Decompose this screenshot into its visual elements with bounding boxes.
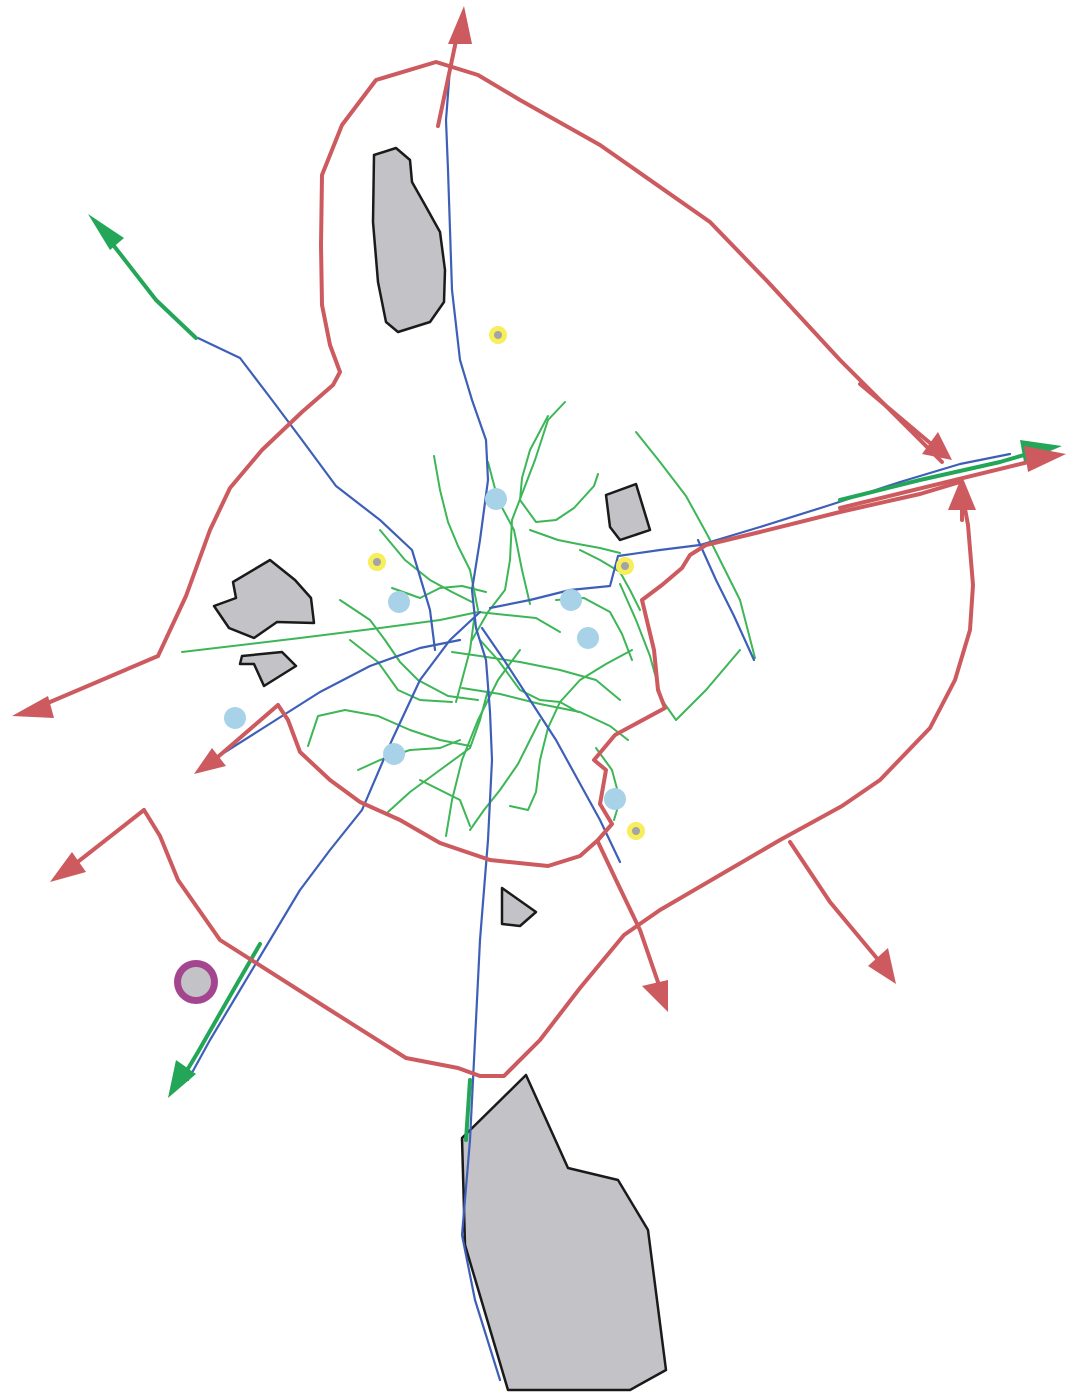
purple-ring-marker [174, 960, 218, 1004]
tram-line [181, 611, 561, 653]
tram-line [339, 599, 479, 701]
arrow-southeast-shaft [788, 840, 882, 964]
tram-line [519, 415, 599, 523]
yellow-ring-marker [368, 553, 386, 571]
tram-line [595, 747, 621, 821]
ring-roads [142, 60, 975, 1078]
gray-zone-north [371, 146, 447, 334]
green-route-south [464, 1078, 472, 1142]
light-blue-marker [485, 488, 507, 510]
arrow-northeast-shaft [858, 382, 938, 450]
tram-line [635, 431, 756, 659]
railway-southwest [198, 638, 462, 770]
arrow-east-north-head [948, 476, 976, 510]
railway-east [488, 452, 1012, 610]
light-blue-marker [224, 707, 246, 729]
gray-zone-small-south [500, 886, 538, 928]
tram-network [181, 401, 756, 837]
railway-east-spur [696, 538, 756, 662]
gray-zone-east [604, 482, 652, 542]
arrow-southwest-head [50, 852, 86, 882]
tram-line [479, 639, 579, 713]
radial-arrows [12, 6, 1066, 1012]
gray-zone-south-large [460, 1073, 668, 1392]
railway-southeast [480, 626, 622, 864]
tram-line [461, 687, 629, 741]
light-blue-marker [560, 589, 582, 611]
yellow-ring-marker [489, 326, 507, 344]
railway-north-south [444, 66, 502, 1382]
railway-northwest [196, 336, 437, 652]
tram-line [357, 739, 461, 771]
arrow-south-shaft [596, 840, 662, 990]
arrow-west-shaft [34, 654, 160, 710]
tram-line [307, 709, 471, 747]
tram-line [379, 529, 473, 603]
railway-lines [186, 66, 1012, 1382]
tram-line [451, 651, 621, 701]
tram-line [469, 719, 541, 831]
tram-line [455, 619, 475, 703]
gray-zone-west-upper [212, 558, 316, 640]
gray-zone-west-lower [238, 650, 298, 688]
tram-line [529, 529, 621, 554]
light-blue-marker [577, 627, 599, 649]
south-ring-road [142, 480, 975, 1078]
light-blue-markers [224, 488, 626, 810]
arrow-north-head [448, 6, 472, 44]
green-route-southwest-arrowhead [168, 1060, 196, 1098]
arrow-northeast-head [922, 432, 952, 460]
green-route-northwest [98, 226, 198, 340]
outer-ring-road [156, 60, 944, 658]
arrow-west-inner-head [194, 748, 226, 774]
arrow-west-head [12, 696, 54, 718]
yellow-ring-markers [368, 326, 645, 840]
inner-ring-road [276, 480, 962, 868]
tram-line [419, 779, 471, 827]
green-route-northwest-arrowhead [88, 214, 124, 250]
yellow-ring-marker [616, 557, 634, 575]
yellow-ring-marker [627, 822, 645, 840]
tram-line [445, 649, 521, 837]
arrow-south-head [642, 980, 668, 1012]
railway-southwest-long [186, 610, 482, 1082]
arrow-southwest-shaft [68, 808, 146, 870]
tram-line [487, 461, 531, 605]
arrow-southeast-head [868, 948, 896, 984]
tram-line [433, 455, 479, 611]
tram-line [349, 639, 453, 703]
light-blue-marker [383, 743, 405, 765]
tram-line [391, 585, 487, 599]
arrow-east-shaft [838, 456, 1047, 510]
arrow-east-head [1024, 446, 1066, 472]
green-route-southwest [178, 942, 262, 1084]
gray-zones [212, 146, 668, 1392]
light-blue-marker [604, 788, 626, 810]
arrow-west-inner-shaft [210, 703, 280, 764]
light-blue-marker [388, 591, 410, 613]
